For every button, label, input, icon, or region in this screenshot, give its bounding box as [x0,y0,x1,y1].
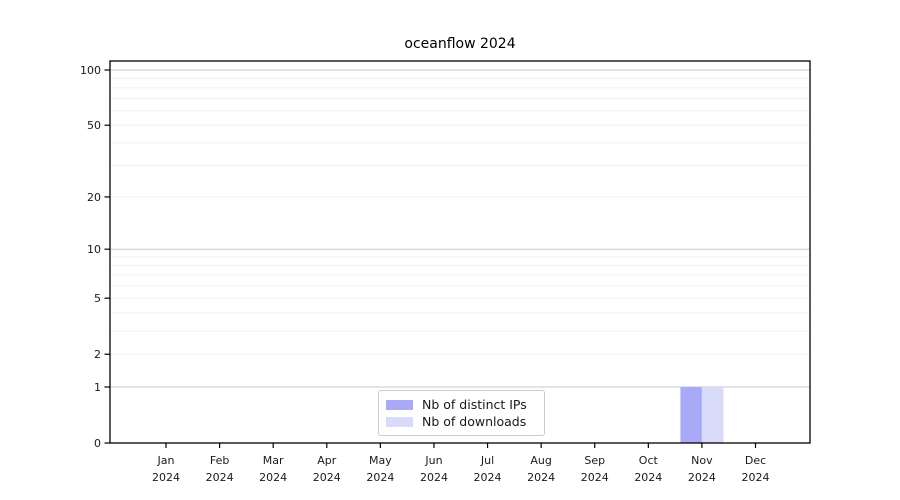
x-tick-label-year: 2024 [474,471,502,484]
legend-swatch-distinct-ips [386,399,413,410]
legend-swatch-downloads [386,416,413,427]
x-tick-label-month: Mar [263,454,284,467]
x-tick-label-year: 2024 [581,471,609,484]
bar-nb-of-distinct-ips-nov-2024 [680,386,702,443]
plot-border [109,60,811,444]
y-tick-label: 1 [94,381,101,394]
x-tick-label-month: Jan [157,454,175,467]
x-tick-label-month: Sep [584,454,605,467]
x-tick-label-year: 2024 [742,471,770,484]
x-tick-label-month: Jul [480,454,494,467]
x-tick-label-month: Feb [210,454,229,467]
x-tick-label-year: 2024 [313,471,341,484]
legend-item-distinct-ips: Nb of distinct IPs [386,397,535,412]
x-tick-label-year: 2024 [688,471,716,484]
y-tick-label: 5 [94,292,101,305]
x-tick-label-month: Jun [424,454,442,467]
x-tick-label-year: 2024 [152,471,180,484]
y-tick-label: 0 [94,437,101,450]
x-tick-label-year: 2024 [206,471,234,484]
y-tick-label: 20 [87,191,101,204]
y-tick-label: 100 [80,64,101,77]
y-tick-label: 2 [94,348,101,361]
chart-title: oceanflow 2024 [404,36,516,52]
x-tick-label-month: Oct [639,454,659,467]
x-tick-label-month: Nov [691,454,713,467]
legend-label-distinct-ips: Nb of distinct IPs [422,397,527,412]
y-tick-label: 10 [87,243,101,256]
x-tick-label-year: 2024 [420,471,448,484]
legend-label-downloads: Nb of downloads [422,414,527,429]
x-tick-label-month: May [369,454,392,467]
x-tick-label-year: 2024 [366,471,394,484]
legend-item-downloads: Nb of downloads [386,414,535,429]
x-tick-label-month: Apr [317,454,337,467]
x-tick-label-month: Dec [745,454,766,467]
x-tick-label-year: 2024 [259,471,287,484]
legend: Nb of distinct IPs Nb of downloads [378,390,545,436]
x-tick-label-year: 2024 [527,471,555,484]
bar-nb-of-downloads-nov-2024 [701,386,724,443]
x-tick-label-year: 2024 [634,471,662,484]
y-tick-label: 50 [87,119,101,132]
x-tick-label-month: Aug [530,454,551,467]
